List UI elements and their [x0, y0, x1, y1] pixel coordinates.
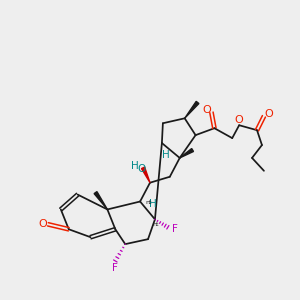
Text: O: O [39, 219, 47, 229]
Polygon shape [185, 101, 199, 118]
Text: O: O [202, 105, 211, 116]
Text: F: F [112, 263, 118, 273]
Text: H: H [131, 161, 139, 171]
Text: H: H [149, 200, 157, 209]
Text: nt: nt [145, 200, 152, 205]
Text: O: O [235, 115, 244, 125]
Text: H: H [162, 150, 170, 160]
Polygon shape [94, 192, 107, 209]
Text: nt: nt [152, 222, 158, 227]
Text: O: O [137, 164, 145, 174]
Polygon shape [180, 148, 194, 158]
Text: O: O [265, 109, 273, 119]
Text: F: F [172, 224, 178, 234]
Polygon shape [142, 167, 150, 183]
